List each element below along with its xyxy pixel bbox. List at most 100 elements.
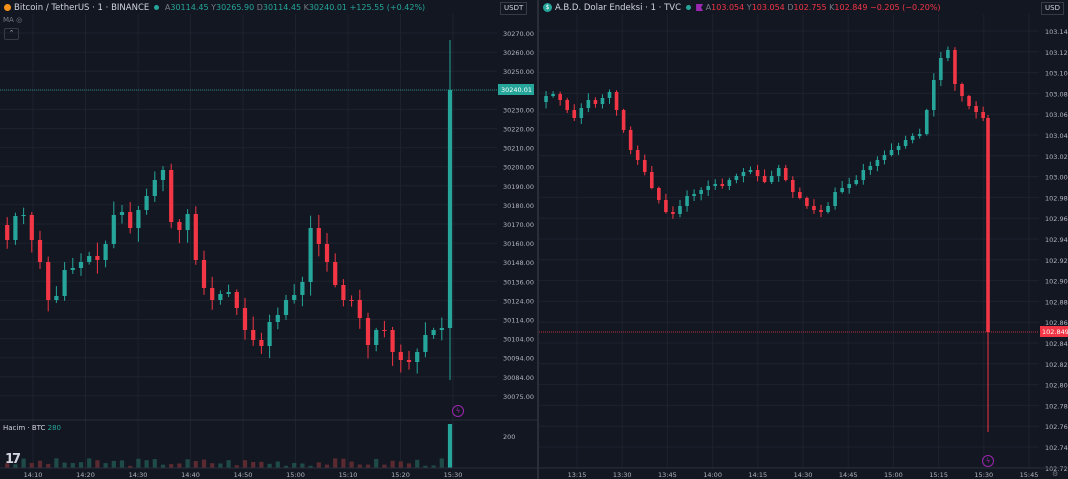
volume-bar	[407, 463, 411, 468]
dxy-candle	[544, 96, 548, 102]
volume-legend: Hacim · BTC 280	[3, 424, 61, 432]
btc-chart-pane[interactable]: 30270.0030260.0030250.0030240.0030230.00…	[0, 0, 537, 479]
volume-bar	[112, 461, 116, 468]
dxy-price-tick: 103.000	[1045, 174, 1068, 182]
dxy-time-tick: 14:30	[794, 471, 813, 479]
btc-candle	[358, 300, 362, 318]
btc-time-tick: 15:20	[391, 471, 410, 479]
dxy-candle	[629, 130, 633, 150]
dxy-candle	[749, 170, 753, 172]
dxy-candle	[551, 94, 555, 96]
dxy-time-tick: 15:00	[884, 471, 903, 479]
btc-candle	[79, 262, 83, 268]
volume-bar	[95, 460, 99, 468]
btc-candle	[54, 296, 58, 300]
dxy-candle	[854, 180, 858, 184]
volume-bar	[300, 463, 304, 468]
volume-bar	[440, 458, 444, 468]
btc-candle	[415, 352, 419, 362]
btc-price-tick: 30160.00	[503, 240, 534, 248]
dxy-drop-candle	[986, 118, 990, 332]
dxy-candle	[953, 50, 957, 84]
dxy-price-tick: 102.940	[1045, 236, 1068, 244]
btc-candle	[300, 282, 304, 295]
dxy-candle	[580, 108, 584, 118]
dxy-time-tick: 15:30	[974, 471, 993, 479]
volume-bar	[194, 461, 198, 468]
btc-candle	[227, 292, 231, 294]
btc-price-tick: 30084.00	[503, 374, 534, 382]
ma-indicator-row[interactable]: MA ◎	[3, 16, 22, 24]
btc-price-tick: 30270.00	[503, 30, 534, 38]
tradingview-logo[interactable]: 17	[5, 452, 19, 467]
settings-gear-icon[interactable]: ⚙	[1052, 470, 1058, 478]
dxy-candle	[897, 146, 901, 150]
dxy-change-value: −0.205 (−0.20%)	[870, 3, 941, 12]
btc-legend: Bitcoin / TetherUS · 1 · BINANCE A30114.…	[4, 2, 425, 14]
eye-hidden-icon[interactable]: ◎	[16, 16, 22, 24]
dxy-price-tick: 102.920	[1045, 257, 1068, 265]
dxy-low-value: 102.755	[794, 3, 827, 12]
dxy-symbol-title[interactable]: A.B.D. Dolar Endeksi · 1 · TVC	[555, 3, 681, 13]
dxy-time-tick: 13:30	[613, 471, 632, 479]
dxy-candle	[812, 206, 816, 210]
btc-candle	[5, 225, 9, 240]
btc-candle	[243, 308, 247, 330]
btc-price-tick: 30114.00	[503, 317, 534, 325]
dxy-candle	[735, 176, 739, 180]
dxy-candle	[636, 150, 640, 160]
dxy-chart-pane[interactable]: 103.140 103.120 103.100 103.080 103.060 103.0…	[539, 0, 1068, 479]
btc-price-tick: 30104.00	[503, 336, 534, 344]
dxy-price-tick: 103.140	[1045, 28, 1068, 36]
dollar-icon: $	[543, 3, 552, 12]
btc-candle	[194, 214, 198, 260]
volume-bar	[341, 459, 345, 468]
dxy-candle	[608, 92, 612, 98]
flag-icon[interactable]	[696, 4, 703, 11]
dxy-candle	[706, 186, 710, 190]
volume-bar	[30, 463, 34, 468]
ma-indicator-label[interactable]: MA	[3, 16, 14, 24]
volume-bar	[227, 460, 231, 468]
volume-bar	[104, 463, 108, 468]
btc-close-value: 30240.01	[309, 3, 347, 12]
btc-candle	[251, 330, 255, 340]
dxy-candle	[678, 206, 682, 214]
btc-candle	[30, 215, 34, 240]
volume-bar	[259, 462, 263, 468]
dxy-candle	[594, 100, 598, 104]
dxy-price-tick: 102.840	[1045, 340, 1068, 348]
dxy-candle	[911, 136, 915, 140]
btc-symbol-title[interactable]: Bitcoin / TetherUS · 1 · BINANCE	[14, 3, 149, 13]
btc-price-tick: 30250.00	[503, 68, 534, 76]
btc-candle	[407, 360, 411, 362]
btc-candle	[38, 240, 42, 262]
btc-candle	[333, 262, 337, 285]
volume-bar	[63, 463, 67, 468]
btc-candle	[325, 244, 329, 262]
dxy-price-tick: 103.100	[1045, 70, 1068, 78]
btc-candle	[177, 222, 181, 230]
dxy-candle	[840, 188, 844, 192]
dxy-candle	[763, 176, 767, 182]
dxy-candle	[685, 196, 689, 206]
volume-bar	[382, 465, 386, 468]
collapse-legend-button[interactable]: ⌃	[4, 28, 19, 40]
dxy-candle	[657, 188, 661, 200]
dxy-price-tick: 103.020	[1045, 153, 1068, 161]
volume-bar	[251, 462, 255, 468]
dxy-price-tick: 103.080	[1045, 90, 1068, 98]
btc-high-value: 30265.90	[216, 3, 254, 12]
dxy-candle	[805, 198, 809, 206]
dxy-candle	[932, 80, 936, 110]
event-lightning-icon[interactable]: ϟ	[452, 405, 464, 417]
dxy-currency-button[interactable]: USD	[1041, 2, 1064, 15]
volume-bar	[153, 459, 157, 468]
dxy-candlestick-chart[interactable]: 103.140 103.120 103.100 103.080 103.060 103.0…	[539, 0, 1068, 479]
event-lightning-icon-2[interactable]: ϟ	[982, 455, 994, 467]
volume-bar	[317, 462, 321, 468]
volume-bar	[54, 458, 58, 468]
btc-currency-button[interactable]: USDT	[500, 2, 527, 15]
dxy-candle	[565, 100, 569, 110]
dxy-candle	[939, 58, 943, 80]
